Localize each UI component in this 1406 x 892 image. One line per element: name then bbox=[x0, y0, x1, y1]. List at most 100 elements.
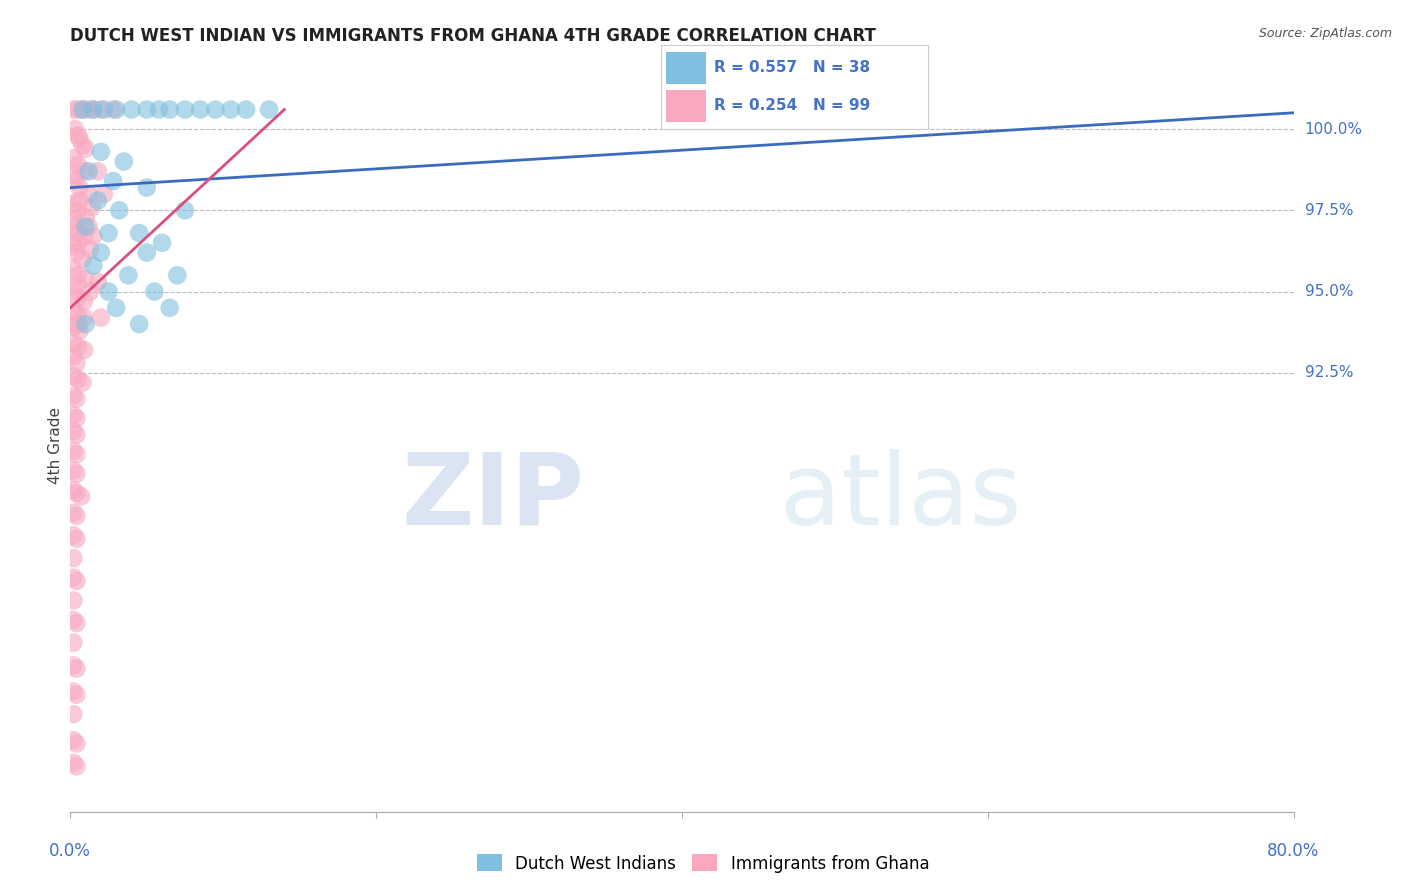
Legend: Dutch West Indians, Immigrants from Ghana: Dutch West Indians, Immigrants from Ghan… bbox=[470, 847, 936, 880]
Point bbox=[66, 128, 89, 143]
Point bbox=[82, 259, 104, 273]
Point bbox=[62, 593, 84, 607]
Point bbox=[62, 196, 84, 211]
Text: 80.0%: 80.0% bbox=[1267, 842, 1320, 860]
Point bbox=[97, 285, 120, 299]
Point bbox=[65, 467, 87, 481]
Point bbox=[188, 103, 211, 117]
Point bbox=[65, 427, 87, 442]
Point bbox=[108, 203, 131, 218]
Point bbox=[72, 138, 94, 153]
Point bbox=[62, 506, 84, 520]
Point bbox=[66, 340, 89, 354]
Point bbox=[75, 271, 97, 285]
Point bbox=[82, 229, 104, 244]
Text: 92.5%: 92.5% bbox=[1305, 366, 1353, 380]
Text: 95.0%: 95.0% bbox=[1305, 284, 1353, 299]
Point bbox=[62, 389, 84, 403]
Point bbox=[62, 483, 84, 497]
Point bbox=[75, 142, 97, 156]
Point bbox=[117, 268, 139, 283]
Point bbox=[128, 226, 150, 240]
Point bbox=[66, 268, 89, 283]
Point bbox=[65, 532, 87, 546]
Text: R = 0.254   N = 99: R = 0.254 N = 99 bbox=[714, 98, 870, 113]
Point bbox=[90, 245, 112, 260]
Point bbox=[66, 203, 89, 218]
Point bbox=[69, 180, 91, 194]
Point bbox=[135, 245, 157, 260]
Point bbox=[62, 756, 84, 770]
FancyBboxPatch shape bbox=[666, 53, 706, 84]
Point bbox=[65, 411, 87, 425]
Point bbox=[72, 103, 94, 117]
Point bbox=[128, 317, 150, 331]
Text: 0.0%: 0.0% bbox=[49, 842, 91, 860]
Point bbox=[70, 489, 93, 503]
Point bbox=[82, 103, 104, 117]
Point bbox=[62, 443, 84, 458]
Point bbox=[75, 317, 97, 331]
Point bbox=[80, 200, 103, 214]
Point bbox=[72, 376, 94, 390]
Point bbox=[62, 151, 84, 165]
Point bbox=[66, 235, 89, 250]
Point bbox=[62, 551, 84, 566]
Point bbox=[66, 291, 89, 305]
Point bbox=[62, 733, 84, 747]
Point bbox=[65, 392, 87, 406]
Point bbox=[62, 219, 84, 234]
Point bbox=[66, 103, 89, 117]
Point bbox=[65, 508, 87, 523]
Point bbox=[62, 684, 84, 698]
Point bbox=[73, 294, 96, 309]
Point bbox=[62, 239, 84, 253]
Point bbox=[65, 447, 87, 461]
Point bbox=[159, 103, 181, 117]
Point bbox=[63, 174, 86, 188]
Point bbox=[105, 103, 128, 117]
Point bbox=[72, 103, 94, 117]
Point bbox=[90, 145, 112, 159]
Point bbox=[65, 486, 87, 500]
Point bbox=[101, 174, 124, 188]
Point bbox=[62, 304, 84, 318]
Point bbox=[204, 103, 226, 117]
Point bbox=[65, 759, 87, 773]
Point bbox=[77, 187, 100, 202]
Point bbox=[143, 285, 166, 299]
Text: Source: ZipAtlas.com: Source: ZipAtlas.com bbox=[1258, 27, 1392, 40]
Point bbox=[62, 336, 84, 351]
Point bbox=[73, 164, 96, 178]
Point bbox=[62, 103, 84, 117]
Point bbox=[62, 707, 84, 722]
Point bbox=[62, 528, 84, 542]
Point bbox=[69, 324, 91, 338]
Point bbox=[97, 226, 120, 240]
Point bbox=[73, 310, 96, 325]
Point bbox=[66, 307, 89, 321]
Point bbox=[65, 245, 87, 260]
Point bbox=[62, 369, 84, 384]
Point bbox=[101, 103, 124, 117]
Point bbox=[159, 301, 181, 315]
Point bbox=[148, 103, 170, 117]
Point bbox=[66, 317, 89, 331]
Point bbox=[87, 275, 110, 289]
Point bbox=[77, 164, 100, 178]
Point bbox=[135, 180, 157, 194]
Point bbox=[82, 103, 104, 117]
Text: 97.5%: 97.5% bbox=[1305, 202, 1353, 218]
Text: DUTCH WEST INDIAN VS IMMIGRANTS FROM GHANA 4TH GRADE CORRELATION CHART: DUTCH WEST INDIAN VS IMMIGRANTS FROM GHA… bbox=[70, 27, 876, 45]
Point bbox=[62, 463, 84, 477]
Point bbox=[90, 310, 112, 325]
Point bbox=[62, 350, 84, 364]
Point bbox=[62, 613, 84, 627]
Point bbox=[63, 168, 86, 182]
Point bbox=[69, 194, 91, 208]
Point bbox=[79, 285, 101, 299]
Point bbox=[75, 219, 97, 234]
Point bbox=[65, 688, 87, 702]
Point bbox=[87, 194, 110, 208]
Point bbox=[174, 203, 197, 218]
